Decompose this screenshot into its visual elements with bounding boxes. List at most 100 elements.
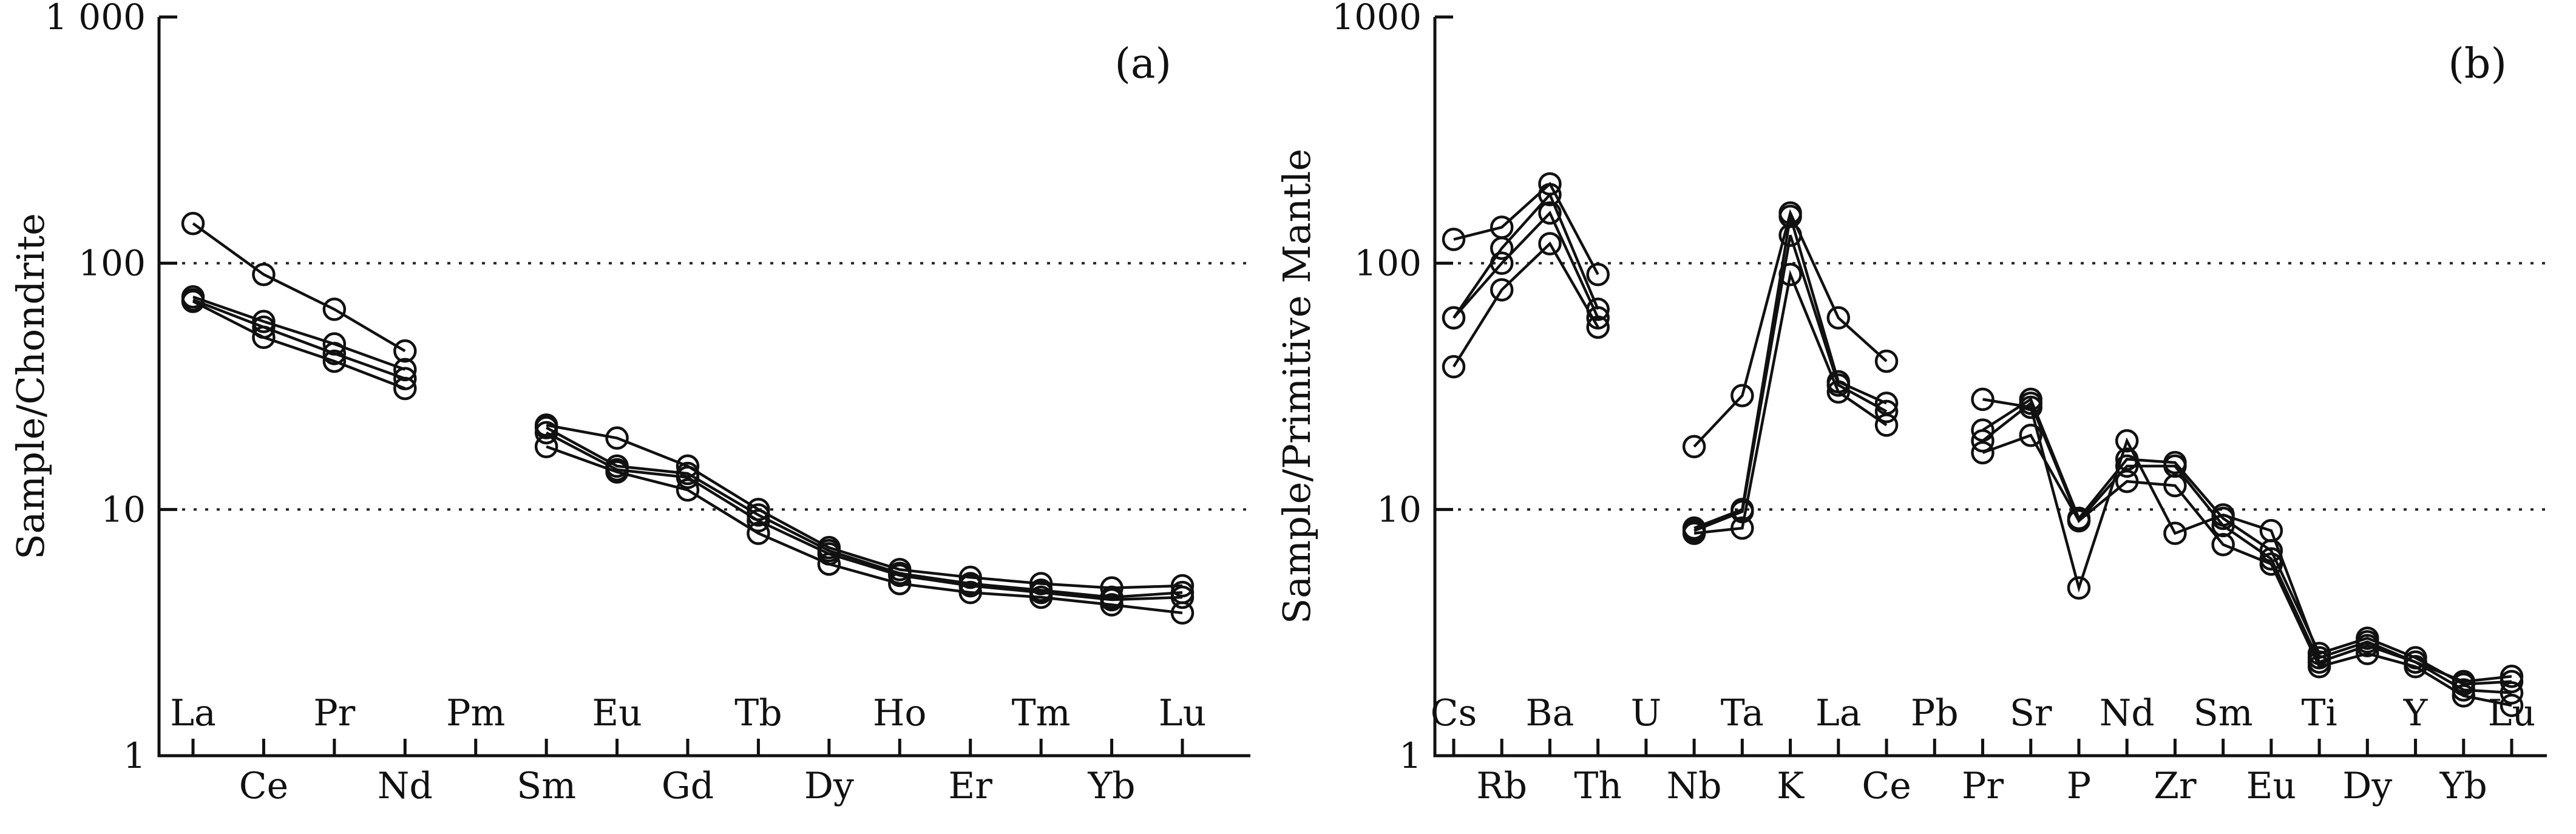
data-point	[1971, 441, 1995, 465]
data-point	[1826, 380, 1851, 404]
data-point	[817, 552, 841, 576]
y-tick-label: 1	[1399, 735, 1422, 776]
x-tick-label-sm: Sm	[2194, 692, 2253, 734]
series-2	[181, 285, 1195, 609]
series-line	[546, 431, 1183, 602]
series-line	[192, 222, 406, 353]
x-tick-label-th: Th	[1574, 765, 1622, 807]
x-tick-label-er: Er	[948, 765, 992, 807]
x-tick-label-la: La	[170, 692, 216, 734]
data-point	[2259, 552, 2283, 576]
data-point	[958, 565, 982, 589]
data-point	[2019, 423, 2042, 447]
x-tick-label-ce: Ce	[1862, 765, 1911, 807]
data-point	[534, 421, 558, 445]
series-3	[181, 288, 1195, 612]
x-tick-label-sr: Sr	[2010, 692, 2052, 734]
data-point	[1029, 585, 1053, 609]
data-point	[1538, 183, 1562, 206]
data-point	[2067, 509, 2091, 533]
data-point	[1874, 413, 1899, 437]
data-point	[676, 466, 700, 489]
x-tick-label-tb: Tb	[734, 692, 782, 734]
x-tick-label-gd: Gd	[662, 765, 714, 807]
data-point	[393, 339, 417, 363]
data-point	[1778, 262, 1802, 286]
series-line	[546, 426, 1183, 599]
data-point	[1682, 521, 1706, 545]
series-line	[1453, 181, 1599, 276]
y-tick-label: 100	[78, 243, 146, 284]
x-tick-label-cs: Cs	[1431, 692, 1477, 734]
y-axis-label: Sample/Chondrite	[8, 213, 53, 560]
x-tick-label-u: U	[1631, 692, 1662, 734]
data-point	[2211, 514, 2235, 538]
series-line	[1693, 209, 1888, 448]
x-tick-label-ta: Ta	[1721, 692, 1764, 734]
data-point	[2500, 681, 2524, 705]
data-point	[2115, 469, 2139, 493]
data-point	[1490, 236, 1514, 260]
data-point	[1490, 278, 1514, 302]
y-tick-label: 1 000	[45, 0, 146, 38]
series-line	[1452, 241, 1599, 368]
y-tick-label: 10	[101, 489, 146, 530]
data-point	[1730, 384, 1754, 408]
data-point	[1586, 306, 1610, 330]
data-point	[252, 325, 276, 350]
series-line	[1452, 210, 1599, 319]
data-point	[2019, 392, 2042, 415]
x-tick-label-eu: Eu	[2246, 765, 2296, 807]
data-point	[2356, 634, 2379, 657]
data-point	[1586, 262, 1610, 286]
data-point	[958, 574, 982, 598]
axes-frame	[157, 17, 1250, 758]
data-point	[605, 460, 629, 484]
data-point	[2452, 684, 2476, 708]
data-point	[181, 211, 205, 236]
data-point	[393, 367, 417, 390]
data-point	[1730, 516, 1754, 540]
series-1	[1442, 172, 2524, 694]
series-line	[1693, 270, 1888, 535]
series-line	[1693, 234, 1888, 532]
x-tick-label-nd: Nd	[378, 765, 433, 807]
data-point	[322, 349, 347, 373]
series-line	[1452, 192, 1599, 319]
data-point	[252, 262, 276, 286]
x-tick-label-dy: Dy	[804, 765, 854, 807]
data-point	[2163, 521, 2187, 545]
series-line	[1982, 401, 2512, 694]
series-1	[181, 211, 1195, 600]
series-line	[192, 295, 406, 371]
x-tick-label-yb: Yb	[1088, 765, 1136, 807]
axes-frame	[1433, 17, 2547, 758]
y-tick-label: 100	[1354, 243, 1422, 284]
x-tick-label-yb: Yb	[2439, 765, 2487, 807]
data-point	[1490, 251, 1514, 275]
series-line	[1982, 398, 2512, 683]
y-axis-label: Sample/Primitive Mantle	[1275, 149, 1319, 624]
data-point	[2115, 429, 2139, 453]
x-tick-label-nb: Nb	[1667, 765, 1722, 807]
data-point	[2211, 506, 2235, 531]
data-point	[888, 572, 912, 595]
x-tick-label-ba: Ba	[1526, 692, 1574, 734]
x-tick-label-lu: Lu	[1159, 692, 1207, 734]
series-line	[546, 445, 1183, 615]
x-tick-label-y: Y	[2403, 692, 2429, 734]
data-point	[958, 580, 982, 605]
x-tick-label-pb: Pb	[1911, 692, 1959, 734]
y-tick-label: 1000	[1332, 0, 1422, 38]
data-point	[2307, 655, 2331, 679]
series-line	[546, 424, 1183, 589]
data-point	[1874, 399, 1899, 424]
data-point	[1100, 593, 1124, 617]
data-point	[1170, 585, 1195, 609]
x-tick-label-tm: Tm	[1012, 692, 1071, 734]
x-tick-label-ti: Ti	[2301, 692, 2337, 734]
data-point	[322, 297, 347, 321]
x-tick-label-lu: Lu	[2488, 692, 2536, 734]
y-tick-label: 1	[123, 735, 146, 776]
data-point	[393, 358, 417, 382]
